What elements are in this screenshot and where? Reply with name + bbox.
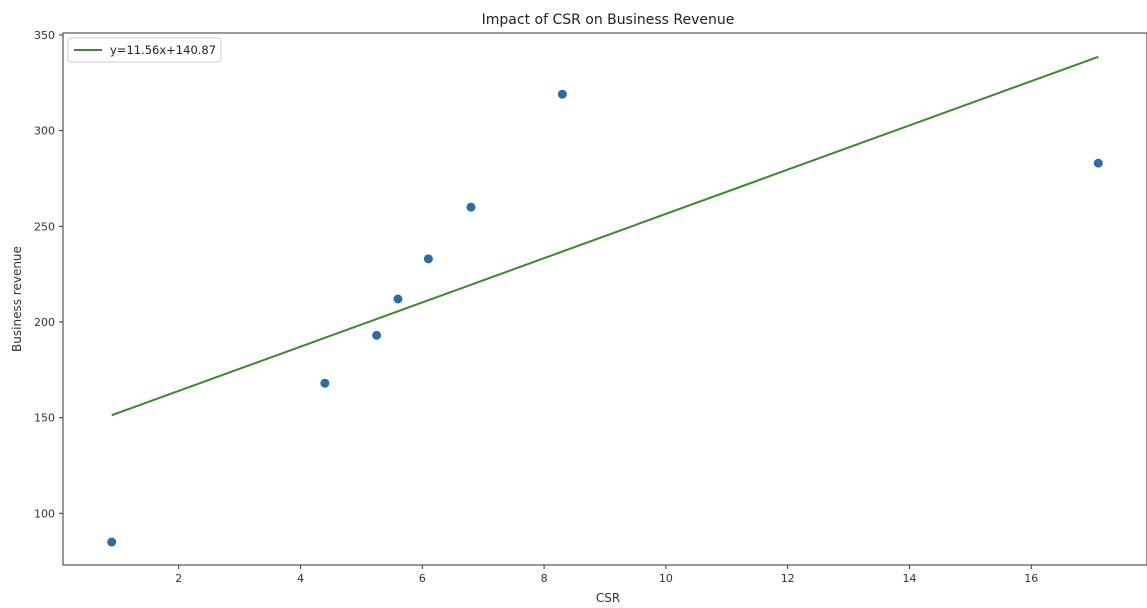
- y-tick-label: 350: [34, 29, 55, 42]
- legend-label: y=11.56x+140.87: [110, 43, 216, 57]
- x-axis-title: CSR: [596, 591, 620, 605]
- data-point: [372, 330, 382, 340]
- data-point: [557, 89, 567, 99]
- y-tick-label: 300: [34, 125, 55, 138]
- y-tick-label: 200: [34, 316, 55, 329]
- plot-area: [62, 32, 1147, 566]
- data-point: [423, 254, 433, 264]
- y-tick-label: 250: [34, 220, 55, 233]
- x-tick-label: 16: [1024, 572, 1038, 585]
- x-tick-label: 6: [419, 572, 426, 585]
- chart-title: Impact of CSR on Business Revenue: [482, 12, 735, 28]
- data-point: [107, 537, 117, 547]
- x-axis: 2 4 6 8 10 12 14 16: [175, 565, 1038, 585]
- x-tick-label: 14: [902, 572, 916, 585]
- x-tick-label: 12: [781, 572, 795, 585]
- regression-line: [111, 55, 1099, 417]
- x-tick-label: 2: [175, 572, 182, 585]
- y-tick-label: 100: [34, 507, 55, 520]
- regression-line-layer: [111, 55, 1099, 417]
- data-point: [466, 202, 476, 212]
- data-point: [393, 294, 403, 304]
- data-point: [320, 378, 330, 388]
- y-axis: 100 150 200 250 300 350: [34, 29, 63, 520]
- x-tick-label: 4: [297, 572, 304, 585]
- legend-box: [67, 37, 222, 63]
- x-tick-label: 10: [659, 572, 673, 585]
- data-points: [107, 89, 1103, 547]
- data-point: [1093, 158, 1103, 168]
- legend: y=11.56x+140.87: [67, 37, 222, 63]
- y-axis-title: Business revenue: [10, 246, 24, 352]
- y-tick-label: 150: [34, 412, 55, 425]
- x-tick-label: 8: [541, 572, 548, 585]
